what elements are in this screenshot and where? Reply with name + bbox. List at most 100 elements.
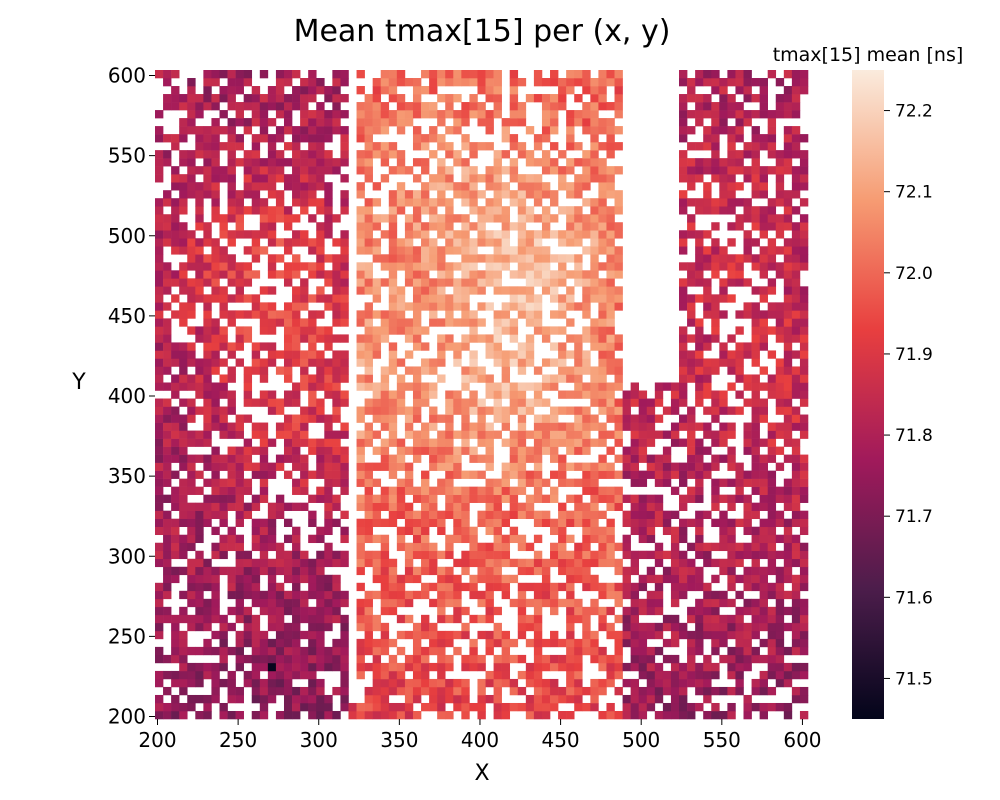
heatmap-cell: [364, 470, 373, 479]
heatmap-cell: [445, 182, 454, 191]
heatmap-cell: [211, 214, 220, 223]
heatmap-cell: [235, 118, 244, 127]
heatmap-cell: [316, 606, 325, 616]
heatmap-cell: [695, 382, 704, 391]
heatmap-cell: [155, 486, 164, 495]
heatmap-cell: [711, 390, 720, 399]
heatmap-cell: [703, 686, 712, 696]
heatmap-cell: [598, 398, 607, 407]
heatmap-cell: [163, 70, 172, 79]
heatmap-cell: [243, 558, 253, 568]
heatmap-cell: [687, 670, 696, 680]
heatmap-cell: [614, 414, 623, 423]
heatmap-cell: [558, 654, 567, 664]
heatmap-cell: [300, 646, 309, 656]
heatmap-cell: [267, 590, 277, 600]
heatmap-cell: [292, 174, 301, 183]
heatmap-cell: [372, 86, 382, 95]
heatmap-cell: [372, 182, 382, 191]
heatmap-cell: [163, 414, 172, 423]
heatmap-cell: [558, 510, 567, 519]
heatmap-cell: [517, 254, 527, 263]
heatmap-cell: [775, 198, 785, 207]
heatmap-cell: [630, 478, 640, 487]
heatmap-cell: [541, 206, 551, 215]
heatmap-cell: [179, 614, 188, 624]
heatmap-cell: [412, 366, 422, 375]
heatmap-cell: [340, 510, 349, 519]
heatmap-cell: [662, 622, 672, 632]
heatmap-cell: [799, 454, 809, 463]
heatmap-cell: [308, 78, 317, 87]
heatmap-cell: [703, 158, 712, 167]
heatmap-cell: [356, 358, 365, 367]
heatmap-cell: [533, 262, 543, 271]
heatmap-cell: [163, 214, 172, 223]
heatmap-cell: [719, 406, 728, 415]
heatmap-cell: [364, 326, 373, 335]
heatmap-cell: [332, 214, 341, 223]
heatmap-cell: [324, 422, 333, 431]
heatmap-cell: [211, 318, 220, 327]
heatmap-cell: [396, 646, 406, 656]
heatmap-cell: [308, 654, 317, 664]
heatmap-cell: [235, 422, 244, 431]
heatmap-cell: [275, 318, 285, 327]
heatmap-cell: [445, 462, 454, 471]
heatmap-cell: [259, 590, 269, 600]
heatmap-cell: [550, 470, 559, 479]
heatmap-cell: [461, 230, 470, 239]
heatmap-cell: [219, 462, 228, 471]
heatmap-cell: [558, 358, 567, 367]
heatmap-cell: [775, 638, 785, 648]
heatmap-cell: [364, 222, 373, 231]
heatmap-cell: [453, 406, 462, 415]
heatmap-cell: [566, 438, 575, 447]
heatmap-cell: [251, 94, 261, 103]
heatmap-cell: [283, 638, 293, 648]
heatmap-cell: [606, 246, 615, 255]
heatmap-cell: [203, 182, 212, 191]
heatmap-cell: [509, 86, 519, 95]
heatmap-cell: [227, 158, 236, 167]
heatmap-cell: [421, 622, 430, 632]
heatmap-cell: [727, 358, 736, 367]
heatmap-cell: [372, 686, 382, 696]
heatmap-cell: [259, 494, 269, 503]
heatmap-cell: [412, 206, 422, 215]
heatmap-cell: [711, 318, 720, 327]
heatmap-cell: [227, 678, 236, 688]
heatmap-cell: [574, 654, 583, 664]
heatmap-cell: [501, 326, 511, 335]
heatmap-cell: [324, 134, 333, 143]
heatmap-cell: [719, 294, 728, 303]
heatmap-cell: [235, 206, 244, 215]
heatmap-cell: [759, 462, 768, 471]
heatmap-cell: [767, 142, 777, 151]
heatmap-cell: [590, 582, 599, 592]
heatmap-cell: [646, 550, 656, 560]
heatmap-cell: [679, 494, 688, 503]
heatmap-cell: [590, 470, 599, 479]
heatmap-cell: [662, 454, 672, 463]
heatmap-cell: [163, 526, 172, 536]
heatmap-cell: [324, 294, 333, 303]
heatmap-cell: [227, 582, 236, 592]
heatmap-cell: [308, 622, 317, 632]
heatmap-cell: [308, 94, 317, 103]
heatmap-cell: [211, 398, 220, 407]
heatmap-cell: [437, 478, 446, 487]
heatmap-cell: [719, 518, 728, 528]
heatmap-cell: [590, 478, 599, 487]
heatmap-cell: [340, 558, 349, 568]
heatmap-cell: [380, 646, 390, 656]
heatmap-cell: [275, 454, 285, 463]
heatmap-cell: [179, 190, 188, 199]
heatmap-cell: [308, 686, 317, 696]
heatmap-cell: [364, 438, 373, 447]
heatmap-cell: [493, 286, 502, 295]
heatmap-cell: [195, 662, 204, 672]
heatmap-cell: [364, 534, 373, 544]
heatmap-cell: [533, 254, 543, 263]
heatmap-cell: [783, 350, 793, 359]
